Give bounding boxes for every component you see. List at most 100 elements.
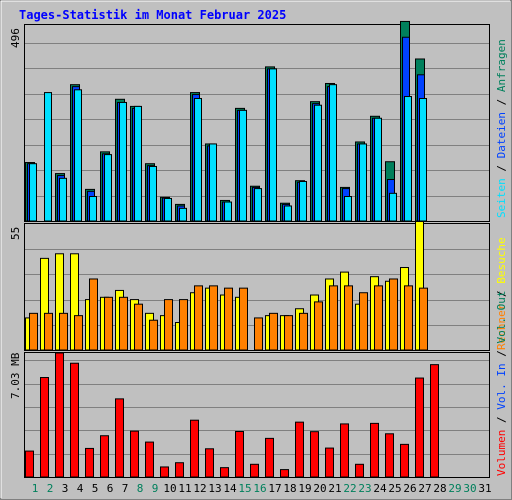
bar-volumen <box>220 467 229 478</box>
bar-seiten <box>74 89 82 222</box>
bar-volumen <box>355 463 364 478</box>
bar-seiten <box>419 98 427 222</box>
bars-layer <box>25 20 439 478</box>
bar-seiten <box>179 207 187 222</box>
bar-rechner <box>239 287 248 351</box>
x-tick-label: 6 <box>107 482 114 495</box>
x-tick-label: 17 <box>268 482 281 495</box>
x-tick-label: 24 <box>373 482 387 495</box>
legend-separator: / <box>495 92 508 112</box>
x-tick-label: 5 <box>92 482 99 495</box>
x-tick-label: 10 <box>163 482 176 495</box>
top-panel-legend: Seiten / Dateien / Anfragen <box>495 39 508 218</box>
bar-volumen <box>235 430 244 478</box>
bar-rechner <box>89 278 98 351</box>
bar-seiten <box>284 205 292 222</box>
x-tick-label: 23 <box>358 482 371 495</box>
bar-rechner <box>269 312 278 351</box>
bar-seiten <box>104 154 112 222</box>
bar-volumen <box>310 431 319 478</box>
bar-volumen <box>145 441 154 478</box>
bar-rechner <box>134 303 143 351</box>
x-tick-label: 2 <box>47 482 54 495</box>
middle-panel-legend: Rechner / Besuche <box>495 237 508 350</box>
bar-volumen <box>295 421 304 478</box>
x-tick-label: 7 <box>122 482 129 495</box>
bar-seiten <box>59 177 67 222</box>
bar-volumen <box>130 430 139 478</box>
legend-rechner: Rechner <box>495 303 508 350</box>
x-tick-label: 19 <box>298 482 311 495</box>
bar-volumen <box>325 447 334 478</box>
bar-rechner <box>314 301 323 351</box>
bar-seiten <box>299 180 307 222</box>
bar-seiten <box>149 165 157 222</box>
x-tick-label: 3 <box>62 482 69 495</box>
bar-seiten <box>89 196 97 222</box>
bar-volumen <box>400 443 409 478</box>
bar-seiten <box>44 92 52 222</box>
x-tick-label: 4 <box>77 482 84 495</box>
bar-seiten <box>359 143 367 222</box>
x-tick-label: 27 <box>418 482 431 495</box>
bar-seiten <box>329 84 337 222</box>
bar-seiten <box>134 105 142 222</box>
bar-rechner <box>404 285 413 351</box>
bar-seiten <box>224 201 232 222</box>
bar-volumen <box>190 419 199 478</box>
bar-rechner <box>359 292 368 351</box>
x-tick-label: 29 <box>448 482 461 495</box>
x-tick-label: 26 <box>403 482 416 495</box>
bar-rechner <box>284 315 293 351</box>
bar-rechner <box>209 285 218 351</box>
bar-seiten <box>344 196 352 222</box>
legend-seiten: Seiten <box>495 178 508 218</box>
bar-seiten <box>119 101 127 222</box>
bar-volumen <box>175 462 184 478</box>
bar-seiten <box>374 117 382 222</box>
bottom-panel-ymax-label: 7.03 MB <box>9 352 22 399</box>
legend-besuche: Besuche <box>495 237 508 283</box>
x-tick-label: 30 <box>463 482 476 495</box>
bar-volumen <box>160 466 169 478</box>
x-tick-label: 8 <box>137 482 144 495</box>
bar-seiten <box>239 109 247 222</box>
legend-separator: / <box>495 344 508 364</box>
bar-seiten <box>404 96 412 222</box>
bar-seiten <box>194 98 202 222</box>
x-tick-label: 13 <box>208 482 221 495</box>
bar-rechner <box>164 299 173 351</box>
x-tick-label: 9 <box>152 482 159 495</box>
bar-rechner <box>299 312 308 351</box>
bar-rechner <box>29 312 38 351</box>
bar-volumen <box>25 450 34 478</box>
bar-rechner <box>74 315 83 351</box>
x-tick-label: 15 <box>238 482 251 495</box>
bar-volumen <box>85 447 94 478</box>
bar-volumen <box>430 364 439 478</box>
bar-volumen <box>370 422 379 478</box>
bar-seiten <box>389 192 397 222</box>
x-tick-label: 20 <box>313 482 326 495</box>
x-tick-label: 25 <box>388 482 401 495</box>
chart-title: Tages-Statistik im Monat Februar 2025 <box>19 8 286 22</box>
bar-seiten <box>314 104 322 222</box>
bar-seiten <box>209 143 217 222</box>
bar-rechner <box>104 296 113 351</box>
x-tick-label: 21 <box>328 482 341 495</box>
x-tick-label: 16 <box>253 482 266 495</box>
x-tick-label: 18 <box>283 482 296 495</box>
bar-seiten <box>29 163 37 222</box>
bar-seiten <box>254 188 262 222</box>
x-tick-label: 31 <box>478 482 491 495</box>
x-tick-label: 14 <box>223 482 237 495</box>
bottom-panel-legend: Volumen / Vol. In / Vol. Out <box>495 291 508 476</box>
x-tick-label: 11 <box>178 482 191 495</box>
top-panel-ymax-label: 496 <box>9 28 22 48</box>
legend-volumen: Volumen <box>495 430 508 476</box>
legend-anfragen: Anfragen <box>495 39 508 92</box>
legend-vol-out: Vol. Out <box>495 291 508 344</box>
bar-rechner <box>119 296 128 351</box>
bar-volumen <box>115 398 124 478</box>
